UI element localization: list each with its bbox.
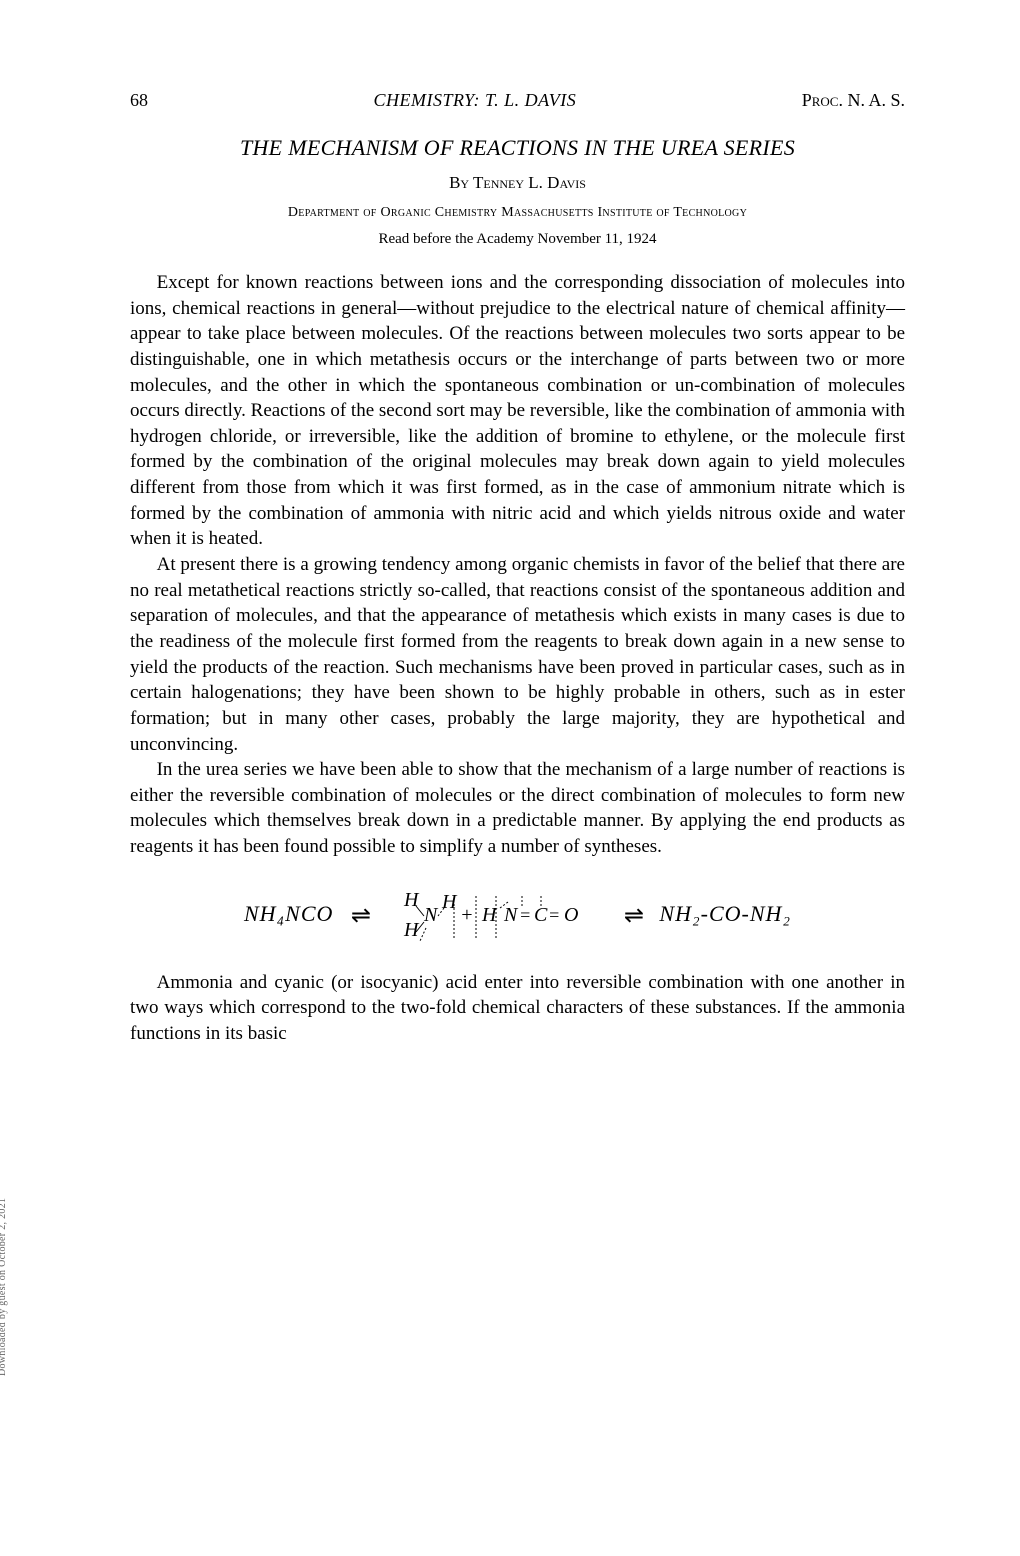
svg-text:H: H bbox=[441, 891, 458, 913]
svg-text:+: + bbox=[460, 904, 475, 926]
svg-text:H: H bbox=[481, 904, 498, 926]
equilibrium-arrow-icon bbox=[340, 901, 380, 930]
eq-middle-structure: H H N H + H N = C = O bbox=[386, 886, 606, 946]
svg-text:=: = bbox=[548, 905, 561, 925]
affiliation: Department of Organic Chemistry Massachu… bbox=[130, 205, 905, 221]
paragraph-4: Ammonia and cyanic (or isocyanic) acid e… bbox=[130, 970, 905, 1047]
byline: By Tenney L. Davis bbox=[130, 173, 905, 193]
equilibrium-arrow-icon bbox=[613, 901, 653, 930]
paragraph-1: Except for known reactions between ions … bbox=[130, 270, 905, 552]
eq-right: NH₂-CO-NH₂ bbox=[659, 901, 791, 926]
svg-text:O: O bbox=[564, 904, 579, 926]
eq-left: NH₄NCO bbox=[244, 901, 333, 926]
article-title: THE MECHANISM OF REACTIONS IN THE UREA S… bbox=[130, 135, 905, 161]
page-container: 68 CHEMISTRY: T. L. DAVIS Proc. N. A. S.… bbox=[0, 0, 1020, 1556]
paragraph-3: In the urea series we have been able to … bbox=[130, 757, 905, 860]
page-header: 68 CHEMISTRY: T. L. DAVIS Proc. N. A. S. bbox=[130, 90, 905, 111]
journal-abbrev: Proc. N. A. S. bbox=[802, 90, 905, 111]
svg-text:N: N bbox=[423, 904, 439, 926]
read-date: Read before the Academy November 11, 192… bbox=[130, 231, 905, 248]
svg-text:=: = bbox=[519, 905, 532, 925]
running-head: CHEMISTRY: T. L. DAVIS bbox=[373, 90, 576, 111]
chemical-equation: NH₄NCO H H N H + H N = C = O NH₂-CO-NH₂ bbox=[130, 886, 905, 946]
svg-text:C: C bbox=[534, 904, 548, 926]
paragraph-2: At present there is a growing tendency a… bbox=[130, 552, 905, 757]
svg-text:N: N bbox=[503, 904, 519, 926]
download-notice: Downloaded by guest on October 2, 2021 bbox=[0, 1198, 8, 1376]
page-number: 68 bbox=[130, 90, 148, 111]
